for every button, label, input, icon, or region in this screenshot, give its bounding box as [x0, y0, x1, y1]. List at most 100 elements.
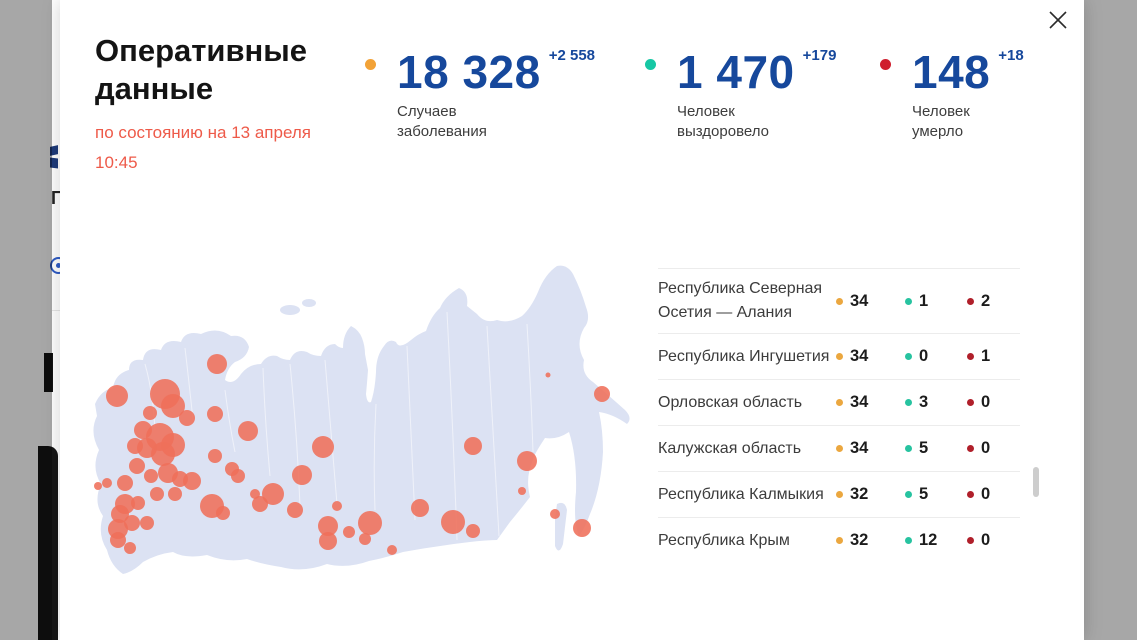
deaths-delta: +18 [998, 47, 1024, 64]
map-bubble[interactable] [332, 501, 342, 511]
region-recovered-dot-icon [905, 491, 912, 498]
map-bubble[interactable] [216, 506, 230, 520]
region-row: Республика Северная Осетия — Алания 34 1 2 [658, 268, 1020, 333]
stat-recovered: 1 470 +179 Человек выздоровело [645, 30, 836, 142]
region-cases-value: 34 [850, 347, 869, 365]
close-icon [1049, 11, 1067, 29]
region-deaths: 0 [967, 439, 1020, 458]
region-deaths-dot-icon [967, 491, 974, 498]
region-cases-dot-icon [836, 399, 843, 406]
cases-value: 18 328 +2 558 [397, 46, 595, 98]
map-bubble[interactable] [594, 386, 610, 402]
region-cases: 34 [836, 439, 905, 458]
map-bubble[interactable] [287, 502, 303, 518]
region-name: Республика Калмыкия [658, 485, 824, 503]
region-name: Республика Ингушетия [658, 347, 830, 365]
region-recovered-value: 3 [919, 393, 929, 411]
region-deaths: 2 [967, 292, 1020, 311]
cases-delta: +2 558 [548, 47, 595, 64]
region-cases-value: 34 [850, 291, 869, 310]
region-deaths-value: 0 [981, 439, 991, 457]
map-bubble[interactable] [387, 545, 397, 555]
map-bubble[interactable] [131, 496, 145, 510]
map-bubble[interactable] [208, 449, 222, 463]
region-deaths: 0 [967, 531, 1020, 550]
region-name: Калужская область [658, 439, 802, 457]
map-bubble[interactable] [318, 516, 338, 536]
region-deaths: 0 [967, 393, 1020, 412]
map-bubble[interactable] [464, 437, 482, 455]
region-list[interactable]: Республика Северная Осетия — Алания 34 1 2 Р… [658, 268, 1020, 640]
region-deaths-dot-icon [967, 537, 974, 544]
map-bubble[interactable] [292, 465, 312, 485]
map-bubble[interactable] [117, 475, 133, 491]
modal-subtitle: по состоянию на 13 апреля 10:45 [95, 123, 311, 172]
map-bubble[interactable] [110, 532, 126, 548]
map-bubble[interactable] [94, 482, 102, 490]
map-bubble[interactable] [207, 354, 227, 374]
map-bubble[interactable] [231, 469, 245, 483]
region-cases-dot-icon [836, 297, 843, 305]
close-button[interactable] [1042, 4, 1074, 36]
map-bubble[interactable] [312, 436, 334, 458]
map-bubble[interactable] [183, 472, 201, 490]
map-bubble[interactable] [550, 509, 560, 519]
region-cases: 32 [836, 531, 905, 550]
recovered-delta: +179 [802, 47, 837, 64]
region-recovered: 0 [905, 347, 967, 366]
region-cases-dot-icon [836, 537, 843, 544]
russia-landmass [93, 265, 630, 574]
region-recovered: 1 [905, 292, 967, 311]
region-recovered-value: 1 [919, 291, 929, 310]
map-bubble[interactable] [207, 406, 223, 422]
map-bubble[interactable] [106, 385, 128, 407]
map-bubble[interactable] [140, 516, 154, 530]
map-bubble[interactable] [127, 438, 143, 454]
map-bubble[interactable] [124, 542, 136, 554]
map-bubble[interactable] [179, 410, 195, 426]
region-deaths-value: 2 [981, 291, 991, 310]
region-recovered-dot-icon [905, 399, 912, 406]
map-bubble[interactable] [129, 458, 145, 474]
map-bubble[interactable] [343, 526, 355, 538]
modal-backdrop-right[interactable] [1084, 0, 1137, 640]
map-bubble[interactable] [168, 487, 182, 501]
background-text-fragment [44, 353, 53, 392]
recovered-label: Человек выздоровело [677, 103, 769, 140]
region-name: Республика Крым [658, 531, 790, 549]
map-bubble[interactable] [411, 499, 429, 517]
map-bubble[interactable] [111, 505, 129, 523]
region-recovered-value: 5 [919, 485, 929, 503]
region-deaths-value: 0 [981, 485, 991, 503]
deaths-dot-icon [880, 59, 891, 70]
scrollbar-thumb[interactable] [1033, 467, 1039, 497]
region-recovered-value: 5 [919, 439, 929, 457]
deaths-value: 148 +18 [912, 46, 1024, 98]
region-name: Республика Северная Осетия — Алания [658, 280, 823, 321]
map-bubble[interactable] [150, 487, 164, 501]
map-bubble[interactable] [518, 487, 526, 495]
map-bubble[interactable] [573, 519, 591, 537]
map-bubble[interactable] [151, 442, 175, 466]
map-bubble[interactable] [466, 524, 480, 538]
deaths-label: Человек умерло [912, 103, 970, 140]
cases-dot-icon [365, 59, 376, 70]
map-bubble[interactable] [262, 483, 284, 505]
map-bubble[interactable] [124, 515, 140, 531]
map-bubble[interactable] [359, 533, 371, 545]
map-bubble[interactable] [161, 394, 185, 418]
map-bubble[interactable] [144, 469, 158, 483]
map-bubble[interactable] [319, 532, 337, 550]
map-bubble[interactable] [143, 406, 157, 420]
region-cases: 34 [836, 347, 905, 366]
map-bubble[interactable] [102, 478, 112, 488]
modal-backdrop-left[interactable] [0, 0, 52, 640]
region-deaths-dot-icon [967, 399, 974, 406]
map-bubble[interactable] [441, 510, 465, 534]
map-bubble[interactable] [545, 372, 551, 378]
map-bubble[interactable] [517, 451, 537, 471]
stat-deaths: 148 +18 Человек умерло [880, 30, 1024, 142]
map-bubble[interactable] [238, 421, 258, 441]
map-bubble[interactable] [358, 511, 382, 535]
